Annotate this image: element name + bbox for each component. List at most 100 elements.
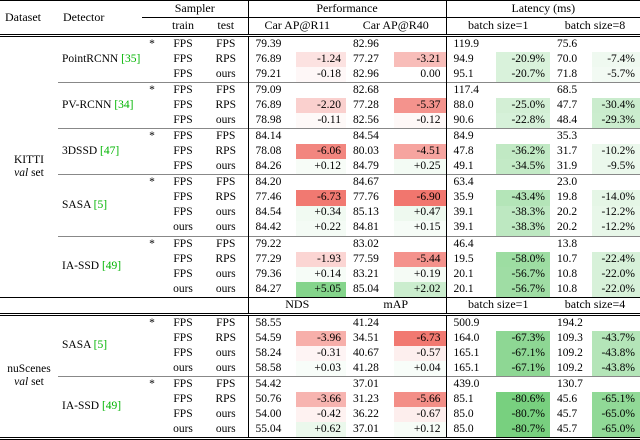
latency-batch1-delta-cell: -20.7% (496, 67, 550, 83)
baseline-star-marker: * (142, 128, 162, 145)
latency-batch1-delta-cell: -36.2% (496, 144, 550, 160)
latency-batch1-delta-cell: -56.7% (496, 281, 550, 298)
perf-metric1-delta-cell: +0.14 (296, 266, 346, 282)
latency-batch1-value-cell: 117.4 (445, 82, 496, 99)
baseline-star-marker (142, 361, 162, 377)
perf-metric1-value-cell: 84.42 (247, 220, 296, 237)
perf-metric1-value-cell: 54.59 (247, 330, 296, 346)
perf-metric1-value-cell: 77.46 (247, 190, 296, 206)
sampler-test-cell: ours (215, 267, 236, 280)
latency-batch1-value-cell: 84.9 (445, 128, 496, 145)
perf-metric1-delta-cell: +0.22 (296, 220, 346, 237)
perf-metric2-delta-cell: -0.57 (394, 345, 446, 361)
perf-metric1-delta-cell: -3.66 (296, 392, 346, 408)
perf-metric2-delta-cell: -5.66 (394, 392, 446, 408)
perf-metric1-value-cell: 84.54 (247, 205, 296, 221)
baseline-star-marker (142, 221, 162, 237)
baseline-star-marker (142, 144, 162, 159)
perf-metric1-value-cell: 58.58 (247, 360, 296, 377)
table-row: FPS RPS 77.29 -1.93 77.59 -5.44 19.5 -58.0% 10.7… (0, 251, 640, 267)
citation-link[interactable]: [47] (100, 145, 120, 158)
latency-batch1-value-cell: 439.0 (445, 375, 496, 393)
citation-link[interactable]: [49] (101, 400, 122, 413)
latency-batch2-delta-cell (592, 314, 640, 331)
perf-metric2-value-cell: 82.68 (346, 82, 394, 99)
latency-batch2-value-cell: 109.2 (557, 346, 583, 359)
baseline-star-marker (142, 67, 162, 83)
table-row: FPS RPS 50.76 -3.66 31.23 -5.66 85.1 -80.6% 45.6… (0, 392, 640, 408)
latency-batch2-delta-cell: -43.7% (592, 330, 640, 346)
sampler-train-cell: FPS (173, 191, 193, 204)
latency-batch2-value-cell: 10.8 (557, 267, 578, 280)
latency-batch2-delta-cell (592, 36, 640, 53)
latency-batch2-delta-cell: -5.7% (592, 67, 640, 83)
perf-metric1-value-cell: 50.76 (247, 392, 296, 408)
perf-metric1-value-cell: 78.98 (247, 113, 296, 129)
latency-batch1-value-cell: 119.9 (445, 35, 496, 53)
table-row: PV-RCNN [34] * FPS FPS 79.09 82.68 117.4 68.5 (0, 82, 640, 129)
latency-batch1-value-cell: 39.1 (445, 205, 496, 221)
citation-link[interactable]: [34] (114, 99, 134, 112)
latency-batch1-value-cell: 63.4 (445, 174, 496, 191)
perf-metric1-delta-cell: +0.12 (296, 159, 346, 175)
table-row: FPS RPS 54.59 -3.96 34.51 -6.73 164.0 -67.3% 109… (0, 330, 640, 346)
perf-metric2-value-cell: 83.21 (353, 267, 379, 280)
perf-metric2-delta-cell: -4.51 (394, 144, 446, 160)
baseline-star-marker: * (149, 37, 155, 50)
sampler-test-cell: ours (215, 423, 236, 436)
perf-metric2-delta-cell: -6.90 (394, 190, 446, 206)
column-header-dataset: Dataset (5, 9, 41, 24)
latency-batch1-value-cell: 95.1 (445, 67, 496, 83)
latency-batch1-value-cell: 165.1 (445, 345, 496, 361)
latency-batch1-value-cell: 85.0 (445, 422, 496, 439)
latency-batch1-value-cell: 49.1 (445, 159, 496, 175)
perf-metric1-delta-cell: +0.62 (296, 422, 346, 439)
latency-batch2-value-cell: 20.2 (557, 221, 578, 234)
perf-metric1-value-cell: 55.04 (247, 422, 296, 439)
detector-name: SASA (62, 339, 94, 352)
baseline-star-marker: * (142, 82, 162, 99)
perf-metric1-value-cell: 84.14 (247, 128, 296, 145)
perf-metric2-delta-cell: +0.25 (394, 159, 446, 175)
baseline-star-marker (142, 190, 162, 205)
sampler-train-cell: FPS (173, 392, 193, 405)
table-row: FPS ours 84.26 +0.12 84.79 +0.25 49.1 -34.5% 31.… (0, 159, 640, 175)
sampler-train-cell: FPS (173, 316, 193, 329)
perf-metric1-value-cell: 79.21 (247, 67, 296, 83)
sampler-train-cell: FPS (173, 267, 193, 280)
detector-name: IA-SSD (62, 260, 102, 273)
perf-metric1-value-cell: 79.09 (247, 82, 296, 99)
perf-metric2-value-cell: 83.02 (346, 235, 394, 252)
latency-batch2-delta-cell (592, 174, 640, 191)
citation-link[interactable]: [49] (101, 260, 122, 273)
latency-batch2-value-cell: 20.2 (557, 206, 578, 219)
perf-metric1-value-cell: 79.36 (247, 266, 296, 282)
latency-batch2-value-cell: 13.8 (550, 235, 592, 252)
latency-batch1-delta-cell: -67.1% (496, 360, 550, 377)
citation-link[interactable]: [5] (93, 198, 108, 211)
baseline-star-marker (142, 267, 162, 282)
latency-batch1-value-cell: 39.1 (445, 220, 496, 237)
perf-metric2-delta-cell: 0.00 (420, 68, 441, 80)
table-row: 3DSSD [47] * FPS FPS 84.14 84.54 84.9 35.3 (0, 128, 640, 175)
latency-batch1-delta-cell: -80.7% (496, 407, 550, 423)
latency-batch2-delta-cell: -65.1% (592, 392, 640, 408)
baseline-star-marker (142, 206, 162, 221)
citation-link[interactable]: [5] (93, 339, 108, 352)
sampler-test-cell: FPS (204, 235, 248, 252)
latency-batch2-delta-cell: -65.0% (592, 407, 640, 423)
table-row: ours ours 58.58 +0.03 41.28 +0.04 165.1 -67.1% 1… (0, 360, 640, 377)
perf-metric1-delta-cell (296, 82, 346, 99)
latency-batch2-delta-cell (592, 375, 640, 393)
table-row: FPS ours 58.24 -0.31 40.67 -0.57 165.1 -67.1% 10… (0, 345, 640, 361)
citation-link[interactable]: [35] (121, 52, 141, 65)
detector-name: SASA (62, 198, 94, 211)
latency-batch1-delta-cell: -67.1% (496, 345, 550, 361)
sampler-test-cell: FPS (204, 174, 248, 191)
latency-batch2-value-cell: 31.7 (557, 145, 578, 158)
latency-batch2-delta-cell: -30.4% (592, 98, 640, 114)
perf-metric2-delta-cell (394, 174, 446, 191)
latency-batch1-delta-cell: -22.8% (496, 113, 550, 129)
table-row: KITTI val set PointRCNN [35] * FPS FPS 79.39 82… (0, 35, 640, 179)
detector-name: PointRCNN (62, 52, 122, 65)
